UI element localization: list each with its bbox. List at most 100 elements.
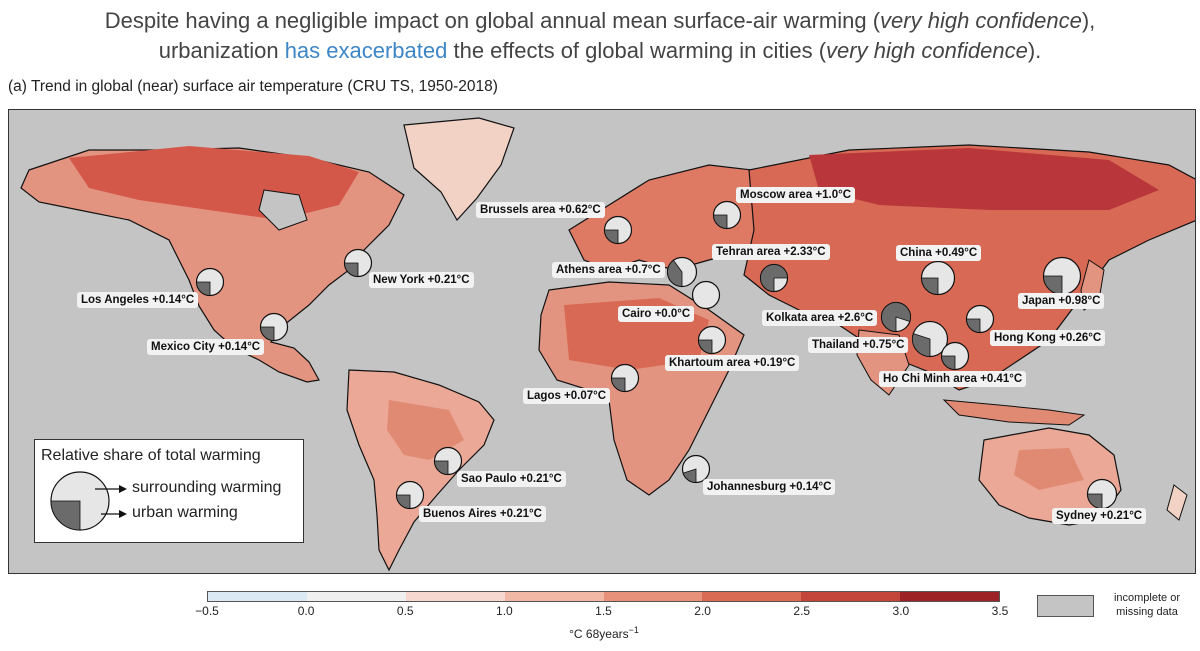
label-los-angeles: Los Angeles +0.14°C — [77, 292, 199, 308]
pie-ho-chi-minh — [940, 341, 970, 371]
headline-confidence-1: very high confidence — [880, 8, 1082, 33]
pie-legend: Relative share of total warming surround… — [34, 439, 304, 543]
pie-johannesburg — [681, 454, 711, 484]
colorbar-tick-label: 2.5 — [793, 604, 811, 618]
pie-urban-share — [713, 214, 728, 229]
colorbar-segment — [405, 592, 505, 601]
label-lagos: Lagos +0.07°C — [523, 388, 611, 404]
pie-urban-share — [698, 339, 713, 354]
pie-urban-share — [966, 318, 981, 333]
land-siberia — [809, 148, 1159, 210]
label-brussels: Brussels area +0.62°C — [476, 202, 605, 218]
land-south-america — [346, 369, 495, 572]
pie-mexico-city — [259, 312, 289, 342]
legend-pie — [50, 471, 110, 531]
pie-sao-paulo — [433, 446, 463, 476]
colorbar-segment — [603, 592, 703, 601]
label-china: China +0.49°C — [896, 245, 982, 261]
pie-urban-share — [682, 468, 697, 483]
pie-urban-share — [604, 229, 619, 244]
pie-moscow — [712, 200, 742, 230]
legend-title: Relative share of total warming — [41, 447, 261, 464]
pie-cairo — [691, 280, 721, 310]
legend-arrowhead-urban — [119, 510, 127, 518]
land-new-zealand — [1166, 484, 1188, 521]
pie-new-york — [343, 248, 373, 278]
colorbar-segment — [208, 592, 307, 601]
colorbar-tick-label: 0.5 — [396, 604, 414, 618]
headline-line-2: urbanization has exacerbated the effects… — [0, 36, 1200, 66]
pie-kolkata — [880, 301, 912, 333]
legend-urban-label: urban warming — [132, 504, 238, 521]
missing-data-legend: incomplete or missing data — [1105, 591, 1189, 619]
land-greenland — [403, 117, 515, 222]
panel-title: (a) Trend in global (near) surface air t… — [8, 78, 498, 95]
label-mexico-city: Mexico City +0.14°C — [147, 339, 265, 355]
pie-urban-share — [941, 355, 956, 370]
pie-urban-share — [434, 460, 449, 475]
label-sydney: Sydney +0.21°C — [1052, 508, 1147, 524]
colorbar-unit-exponent: −1 — [628, 625, 639, 635]
pie-hong-kong — [965, 304, 995, 334]
land-south-america-core — [387, 400, 464, 460]
pie-khartoum — [697, 325, 727, 355]
colorbar-segment — [801, 592, 901, 601]
legend-graphic — [50, 471, 127, 531]
missing-data-label-2: missing data — [1116, 606, 1178, 618]
headline: Despite having a negligible impact on gl… — [0, 6, 1200, 66]
pie-urban-share — [667, 259, 683, 287]
pie-athens — [666, 256, 698, 288]
missing-data-swatch — [1037, 595, 1094, 617]
map-land-layer — [20, 117, 1195, 572]
colorbar-tick-label: 1.0 — [496, 604, 513, 618]
label-thailand: Thailand +0.75°C — [808, 337, 909, 353]
missing-data-label-1: incomplete or — [1113, 592, 1181, 604]
pie-urban-share — [921, 277, 939, 295]
legend-surrounding-label: surrounding warming — [132, 479, 282, 496]
pie-urban-share — [1043, 275, 1063, 295]
headline-line-1: Despite having a negligible impact on gl… — [0, 6, 1200, 36]
world-map: Los Angeles +0.14°C Mexico City +0.14°C … — [8, 109, 1196, 574]
pie-surrounding-share — [691, 280, 721, 310]
headline-highlight: has exacerbated — [284, 38, 448, 63]
colorbar-segment — [306, 592, 406, 601]
colorbar-tick-label: 1.5 — [595, 604, 612, 618]
colorbar-tick-label: 3.5 — [991, 604, 1009, 618]
headline-text-2e: ). — [1027, 38, 1042, 63]
pie-urban-share — [912, 333, 931, 357]
pie-sydney — [1086, 478, 1118, 510]
pie-urban-share — [760, 264, 788, 292]
pie-urban-share — [1087, 493, 1103, 509]
label-new-york: New York +0.21°C — [369, 272, 474, 288]
pie-urban-share — [50, 500, 81, 531]
headline-text-1c: ), — [1081, 8, 1096, 33]
label-moscow: Moscow area +1.0°C — [736, 187, 856, 203]
pie-urban-share — [260, 326, 275, 341]
colorbar-tick-label: 0.0 — [297, 604, 315, 618]
colorbar-tick-label: 3.0 — [892, 604, 910, 618]
colorbar-unit: °C 68years−1 — [569, 625, 639, 641]
label-ho-chi-minh: Ho Chi Minh area +0.41°C — [879, 371, 1027, 387]
colorbar — [207, 591, 1000, 602]
land-indonesia — [942, 399, 1086, 426]
legend-arrowhead-surrounding — [119, 485, 127, 493]
pie-urban-share — [344, 262, 359, 277]
colorbar-tick-label: 2.0 — [694, 604, 711, 618]
pie-japan — [1042, 256, 1082, 296]
colorbar-segment — [504, 592, 604, 601]
colorbar-segment — [702, 592, 802, 601]
pie-brussels — [603, 215, 633, 245]
label-cairo: Cairo +0.0°C — [618, 306, 695, 322]
pie-tehran — [759, 263, 789, 293]
label-kolkata: Kolkata area +2.6°C — [762, 310, 878, 326]
pie-thailand — [911, 320, 949, 358]
colorbar-tick-label: −0.5 — [195, 604, 219, 618]
headline-text-2c: the effects of global warming in cities … — [447, 38, 827, 63]
pie-urban-share — [611, 377, 626, 392]
pie-urban-share — [196, 281, 211, 296]
label-johannesburg: Johannesburg +0.14°C — [703, 479, 836, 495]
label-japan: Japan +0.98°C — [1018, 293, 1105, 309]
land-hudson-bay — [258, 189, 308, 231]
colorbar-unit-text: °C 68years — [569, 627, 629, 641]
headline-text-1a: Despite having a negligible impact on gl… — [104, 8, 881, 33]
